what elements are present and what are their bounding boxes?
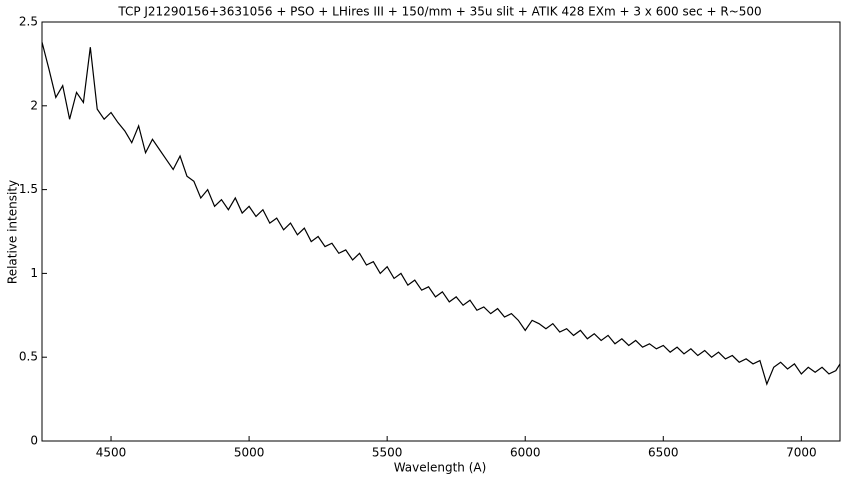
x-tick-label: 7000: [786, 446, 817, 460]
x-axis-label: Wavelength (A): [394, 461, 487, 475]
y-tick-label: 2.5: [19, 15, 38, 29]
y-tick-label: 1: [30, 266, 38, 280]
x-tick-label: 6000: [510, 446, 541, 460]
x-tick-label: 6500: [648, 446, 679, 460]
y-axis-label: Relative intensity: [6, 180, 20, 284]
x-tick-label: 4500: [96, 446, 127, 460]
plot-frame: [41, 21, 841, 442]
y-tick-label: 2: [30, 98, 38, 112]
x-tick-label: 5000: [234, 446, 265, 460]
y-tick-label: 0: [30, 434, 38, 448]
y-tick-label: 0.5: [19, 350, 38, 364]
y-tick-label: 1.5: [19, 182, 38, 196]
chart-title: TCP J21290156+3631056 + PSO + LHires III…: [117, 5, 761, 19]
x-tick-label: 5500: [372, 446, 403, 460]
spectrum-line: [41, 41, 841, 386]
